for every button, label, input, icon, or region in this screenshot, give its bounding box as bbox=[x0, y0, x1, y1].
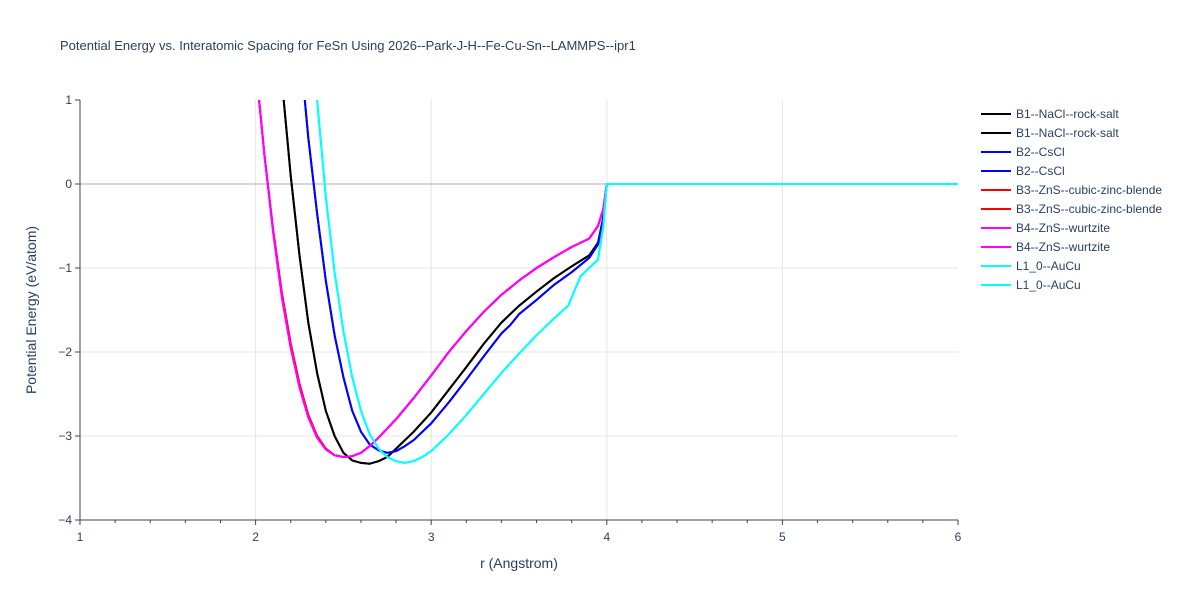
series-line-b3-zns-cubic-zinc-blende-4 bbox=[258, 100, 958, 458]
x-tick-label: 3 bbox=[428, 530, 435, 544]
legend[interactable]: B1--NaCl--rock-salt B1--NaCl--rock-salt B2… bbox=[981, 107, 1162, 292]
series-line-b4-zns-wurtzite-6 bbox=[258, 100, 958, 458]
y-tick-label: 0 bbox=[65, 177, 72, 191]
legend-item[interactable]: B4--ZnS--wurtzite bbox=[981, 221, 1110, 235]
legend-label: B3--ZnS--cubic-zinc-blende bbox=[1016, 183, 1162, 197]
y-axis-title: Potential Energy (eV/atom) bbox=[23, 226, 39, 394]
legend-item[interactable]: B2--CsCl bbox=[981, 164, 1065, 178]
y-tick-label: 1 bbox=[65, 93, 72, 107]
x-tick-label: 4 bbox=[603, 530, 610, 544]
legend-label: L1_0--AuCu bbox=[1016, 278, 1081, 292]
legend-label: B3--ZnS--cubic-zinc-blende bbox=[1016, 202, 1162, 216]
legend-item[interactable]: L1_0--AuCu bbox=[981, 278, 1081, 292]
x-tick-label: 1 bbox=[77, 530, 84, 544]
x-tick-label: 2 bbox=[252, 530, 259, 544]
legend-label: L1_0--AuCu bbox=[1016, 259, 1081, 273]
legend-label: B1--NaCl--rock-salt bbox=[1016, 126, 1119, 140]
series-lines bbox=[258, 100, 958, 465]
y-tick-label: −1 bbox=[58, 261, 72, 275]
legend-item[interactable]: B3--ZnS--cubic-zinc-blende bbox=[981, 183, 1162, 197]
y-tick-label: −4 bbox=[58, 513, 72, 527]
x-axis-title: r (Angstrom) bbox=[480, 555, 558, 571]
y-tick-label: −2 bbox=[58, 345, 72, 359]
legend-item[interactable]: B1--NaCl--rock-salt bbox=[981, 107, 1119, 121]
series-line-b4-zns-wurtzite-7 bbox=[258, 100, 958, 458]
series-line-l1-0-aucu-8 bbox=[316, 100, 958, 464]
legend-label: B4--ZnS--wurtzite bbox=[1016, 221, 1110, 235]
axes: 1 2 3 4 5 6 1 0 −1 −2 −3 −4 bbox=[58, 93, 961, 544]
series-line-b2-cscl-3 bbox=[303, 100, 958, 454]
legend-label: B1--NaCl--rock-salt bbox=[1016, 107, 1119, 121]
series-line-l1-0-aucu-9 bbox=[316, 100, 958, 464]
series-line-b1-nacl-rock-salt-1 bbox=[282, 100, 958, 465]
legend-item[interactable]: B3--ZnS--cubic-zinc-blende bbox=[981, 202, 1162, 216]
legend-label: B4--ZnS--wurtzite bbox=[1016, 240, 1110, 254]
legend-label: B2--CsCl bbox=[1016, 145, 1065, 159]
series-line-b3-zns-cubic-zinc-blende-5 bbox=[258, 100, 958, 458]
x-tick-label: 5 bbox=[779, 530, 786, 544]
x-tick-label: 6 bbox=[955, 530, 962, 544]
legend-item[interactable]: B4--ZnS--wurtzite bbox=[981, 240, 1110, 254]
legend-item[interactable]: B1--NaCl--rock-salt bbox=[981, 126, 1119, 140]
legend-item[interactable]: L1_0--AuCu bbox=[981, 259, 1081, 273]
y-tick-label: −3 bbox=[58, 429, 72, 443]
series-line-b1-nacl-rock-salt-0 bbox=[282, 100, 958, 465]
legend-label: B2--CsCl bbox=[1016, 164, 1065, 178]
legend-item[interactable]: B2--CsCl bbox=[981, 145, 1065, 159]
chart-title: Potential Energy vs. Interatomic Spacing… bbox=[60, 38, 636, 53]
grid-lines bbox=[80, 100, 958, 520]
series-line-b2-cscl-2 bbox=[303, 100, 958, 454]
